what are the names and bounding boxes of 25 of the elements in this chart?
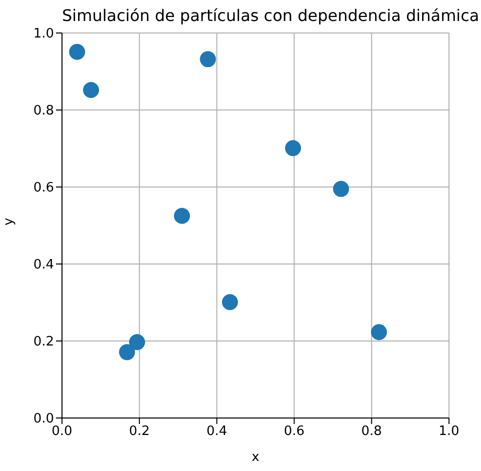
point <box>129 334 146 350</box>
y-tick-label: 0.4 <box>33 258 54 273</box>
point <box>370 324 387 340</box>
x-tick-label: 0.0 <box>52 424 72 440</box>
point <box>333 180 350 197</box>
y-tick-label: 0.2 <box>33 334 54 350</box>
x-axis-title: x <box>252 450 260 465</box>
y-tick-label: 1.0 <box>33 26 54 42</box>
y-tick-label: 0.0 <box>33 412 54 427</box>
x-tick-label: 0.8 <box>361 424 382 440</box>
y-tick-label: 0.6 <box>33 180 54 196</box>
y-axis-title: y <box>2 218 17 226</box>
point <box>174 208 190 224</box>
x-tick-label: 1.0 <box>438 424 460 440</box>
x-tick-label: 0.2 <box>129 424 150 440</box>
point <box>200 51 216 68</box>
x-tick-label: 0.4 <box>206 424 228 440</box>
point <box>69 44 86 60</box>
point <box>119 344 136 360</box>
point <box>83 82 100 98</box>
chart-title: Simulación de partículas con dependencia dinámica <box>62 6 480 25</box>
x-tick-label: 0.6 <box>284 424 305 440</box>
point <box>222 294 238 310</box>
y-tick-label: 0.8 <box>33 104 54 119</box>
point <box>285 140 302 156</box>
